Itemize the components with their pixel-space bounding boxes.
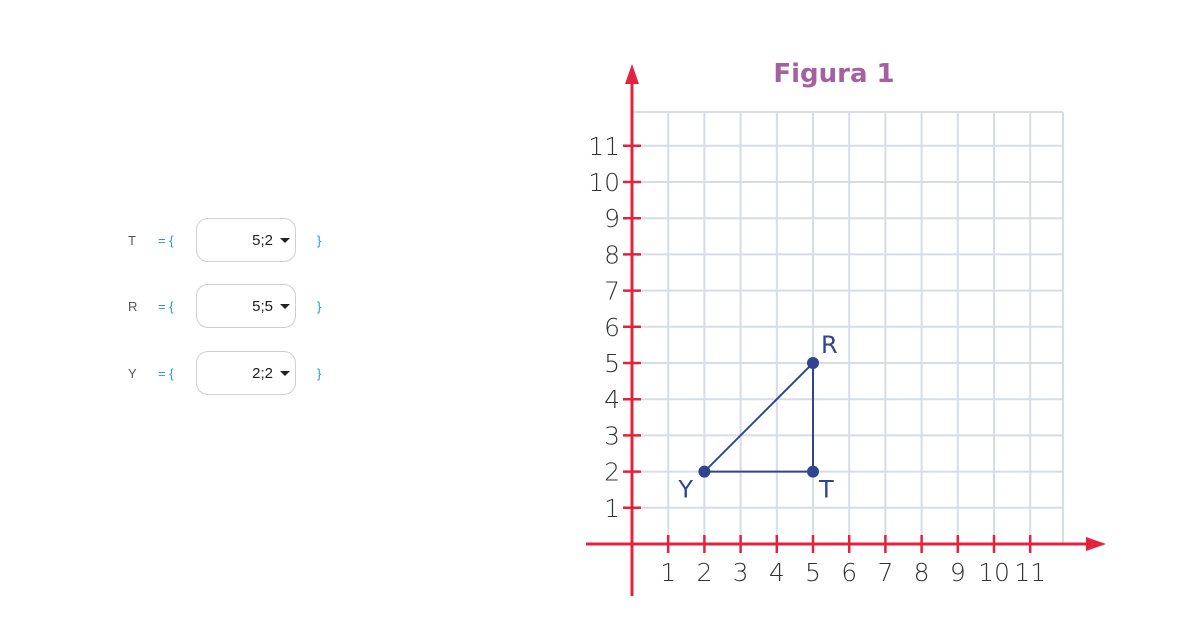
vertex-point-t bbox=[807, 465, 819, 478]
y-tick-label: 3 bbox=[604, 421, 620, 450]
x-tick-label: 7 bbox=[877, 558, 893, 587]
vertex-label-t: T bbox=[818, 476, 834, 504]
point-row-r: R = { 5;5 } bbox=[0, 284, 400, 332]
vertex-point-r bbox=[807, 357, 819, 369]
point-row-t: T = { 5;2 } bbox=[0, 218, 400, 266]
coordinate-dropdown-y[interactable]: 2;2 bbox=[196, 351, 296, 395]
dropdown-value: 2;2 bbox=[252, 365, 273, 382]
y-tick-label: 11 bbox=[588, 132, 620, 161]
y-tick-label: 6 bbox=[604, 313, 620, 342]
coordinate-dropdown-t[interactable]: 5;2 bbox=[196, 218, 296, 262]
y-tick-label: 5 bbox=[604, 349, 620, 378]
x-axis-arrow-icon bbox=[1086, 537, 1106, 551]
x-tick-label: 2 bbox=[696, 558, 712, 587]
x-tick-label: 5 bbox=[805, 558, 821, 587]
point-label: T bbox=[128, 233, 136, 248]
set-close-brace: } bbox=[317, 299, 322, 314]
set-open-brace: = { bbox=[158, 233, 174, 248]
caret-down-icon bbox=[280, 304, 290, 309]
x-tick-label: 6 bbox=[841, 558, 857, 587]
y-tick-label: 4 bbox=[604, 385, 620, 414]
set-close-brace: } bbox=[317, 366, 322, 381]
vertex-point-y bbox=[698, 465, 711, 478]
caret-down-icon bbox=[280, 238, 290, 243]
x-tick-label: 9 bbox=[950, 558, 966, 587]
set-open-brace: = { bbox=[158, 299, 174, 314]
chart-title: Figura 1 bbox=[773, 59, 894, 89]
dropdown-value: 5;2 bbox=[252, 232, 273, 249]
dropdown-value: 5;5 bbox=[252, 298, 273, 315]
x-tick-label: 1 bbox=[660, 558, 676, 587]
set-open-brace: = { bbox=[158, 366, 174, 381]
vertex-label-y: Y bbox=[677, 476, 693, 504]
x-tick-label: 11 bbox=[1014, 558, 1046, 587]
point-label: Y bbox=[128, 366, 137, 381]
caret-down-icon bbox=[280, 371, 290, 376]
coordinate-dropdown-r[interactable]: 5;5 bbox=[196, 284, 296, 328]
x-tick-label: 10 bbox=[978, 558, 1010, 587]
y-tick-label: 1 bbox=[604, 494, 620, 523]
point-label: R bbox=[128, 299, 138, 314]
x-tick-label: 3 bbox=[733, 558, 749, 587]
triangle-outline bbox=[701, 360, 814, 473]
y-tick-label: 2 bbox=[604, 458, 620, 487]
x-tick-label: 4 bbox=[769, 558, 785, 587]
y-tick-label: 8 bbox=[604, 240, 620, 269]
vertex-label-r: R bbox=[821, 331, 838, 359]
triangle-shape: Y T R bbox=[677, 331, 837, 504]
set-close-brace: } bbox=[317, 233, 322, 248]
y-axis-arrow-icon bbox=[625, 64, 639, 84]
x-tick-label: 8 bbox=[914, 558, 930, 587]
y-tick-label: 10 bbox=[588, 168, 620, 197]
point-row-y: Y = { 2;2 } bbox=[0, 351, 400, 399]
y-tick-label: 9 bbox=[604, 204, 620, 233]
y-tick-label: 7 bbox=[604, 277, 620, 306]
grid bbox=[632, 111, 1064, 544]
